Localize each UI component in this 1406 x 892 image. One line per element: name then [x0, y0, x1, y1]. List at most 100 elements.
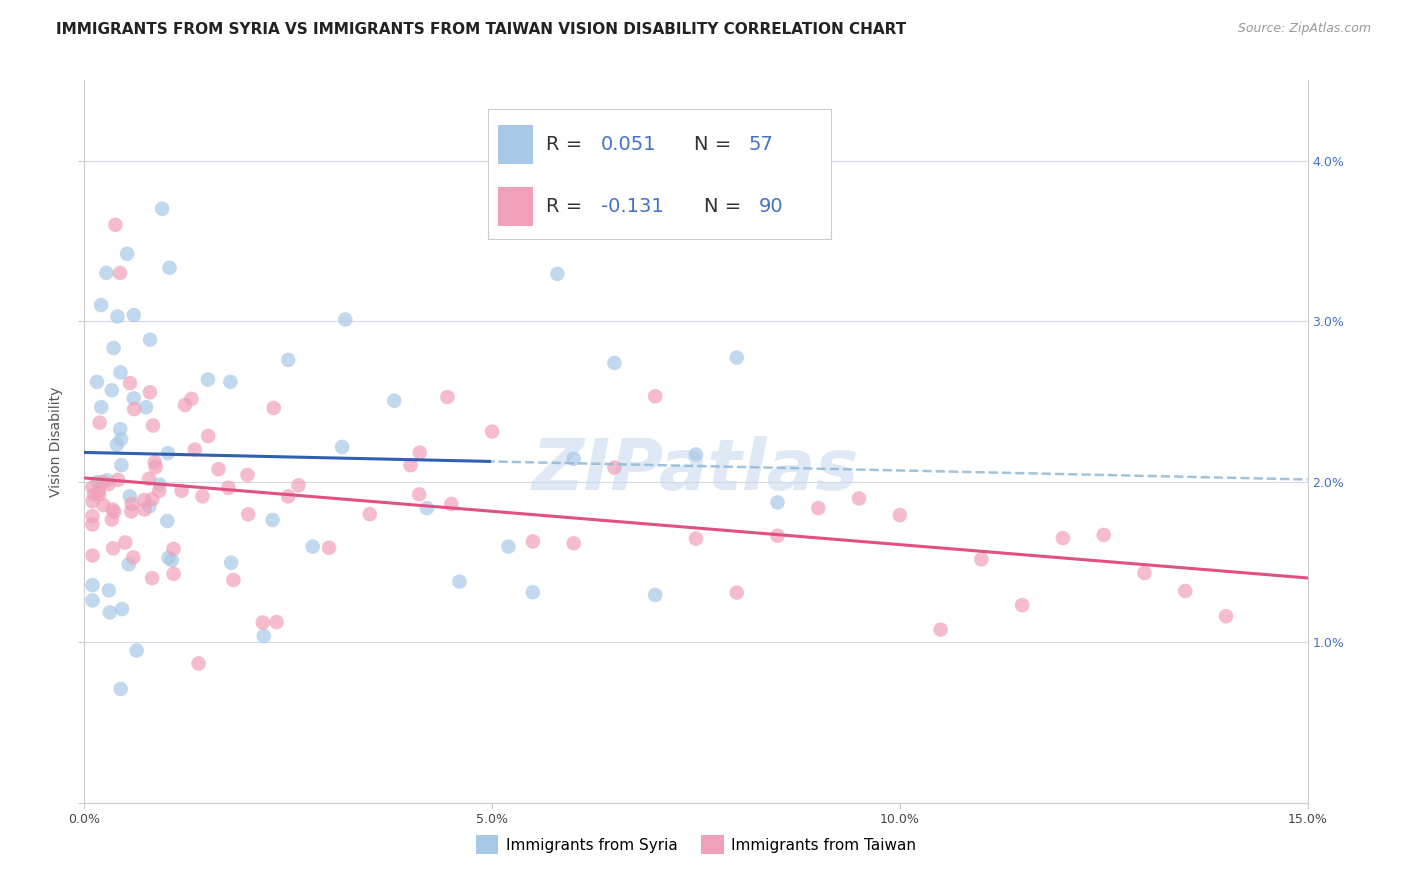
Point	[263, 401, 285, 415]
Point	[725, 351, 748, 365]
Point	[156, 514, 179, 528]
Point	[114, 535, 136, 549]
Point	[180, 392, 202, 406]
Point	[191, 489, 214, 503]
Point	[82, 494, 104, 508]
Point	[449, 574, 471, 589]
Text: IMMIGRANTS FROM SYRIA VS IMMIGRANTS FROM TAIWAN VISION DISABILITY CORRELATION CH: IMMIGRANTS FROM SYRIA VS IMMIGRANTS FROM…	[56, 22, 907, 37]
Point	[266, 615, 288, 629]
Point	[111, 602, 134, 616]
Point	[1133, 566, 1156, 580]
Point	[101, 502, 124, 516]
Point	[187, 657, 209, 671]
Point	[889, 508, 911, 522]
Point	[409, 445, 432, 459]
Point	[142, 418, 165, 433]
Point	[82, 549, 104, 563]
Point	[105, 438, 128, 452]
Point	[970, 552, 993, 566]
Point	[301, 540, 323, 554]
Point	[121, 497, 143, 511]
Point	[929, 623, 952, 637]
Point	[122, 308, 145, 322]
Point	[219, 375, 242, 389]
Point	[107, 473, 129, 487]
Point	[848, 491, 870, 506]
Point	[122, 392, 145, 406]
Point	[150, 202, 173, 216]
Point	[103, 505, 125, 519]
Point	[197, 429, 219, 443]
Point	[330, 440, 353, 454]
Point	[101, 541, 124, 556]
Point	[82, 517, 104, 532]
Point	[110, 366, 132, 380]
Point	[156, 446, 179, 460]
Point	[134, 493, 156, 508]
Point	[236, 467, 259, 482]
Point	[139, 385, 162, 400]
Point	[766, 529, 789, 543]
Point	[110, 458, 132, 472]
Point	[148, 483, 170, 498]
Point	[82, 578, 104, 592]
Point	[90, 400, 112, 414]
Point	[399, 458, 422, 472]
Point	[262, 513, 284, 527]
Point	[382, 393, 405, 408]
Point	[101, 384, 124, 398]
Point	[83, 487, 105, 501]
Point	[89, 488, 111, 502]
Point	[436, 390, 458, 404]
Point	[118, 376, 141, 391]
Point	[481, 425, 503, 439]
Point	[110, 422, 132, 436]
Point	[87, 484, 110, 499]
Point	[562, 536, 585, 550]
Point	[89, 416, 111, 430]
Point	[170, 483, 193, 498]
Point	[1092, 528, 1115, 542]
Point	[104, 218, 127, 232]
Point	[110, 432, 132, 446]
Point	[139, 333, 162, 347]
Point	[91, 498, 114, 512]
Point	[522, 534, 544, 549]
Point	[160, 553, 183, 567]
Point	[91, 475, 114, 490]
Point	[97, 583, 120, 598]
Point	[86, 375, 108, 389]
Point	[125, 643, 148, 657]
Point	[138, 500, 160, 514]
Point	[287, 478, 309, 492]
Point	[159, 260, 181, 275]
Point	[110, 681, 132, 696]
Point	[174, 398, 197, 412]
Legend: Immigrants from Syria, Immigrants from Taiwan: Immigrants from Syria, Immigrants from T…	[470, 830, 922, 860]
Point	[335, 312, 357, 326]
Point	[90, 298, 112, 312]
Point	[118, 558, 141, 572]
Point	[82, 480, 104, 494]
Point	[766, 495, 789, 509]
Point	[97, 477, 120, 491]
Point	[644, 389, 666, 403]
Point	[138, 472, 160, 486]
Point	[277, 352, 299, 367]
Point	[145, 460, 167, 475]
Point	[141, 571, 163, 585]
Point	[184, 442, 207, 457]
Point	[522, 585, 544, 599]
Text: Source: ZipAtlas.com: Source: ZipAtlas.com	[1237, 22, 1371, 36]
Point	[253, 629, 276, 643]
Point	[1174, 584, 1197, 599]
Point	[162, 541, 184, 556]
Point	[115, 247, 138, 261]
Point	[546, 267, 568, 281]
Point	[416, 501, 439, 516]
Point	[101, 512, 124, 526]
Point	[219, 556, 242, 570]
Point	[408, 487, 430, 501]
Text: ZIPatlas: ZIPatlas	[533, 436, 859, 505]
Point	[107, 310, 129, 324]
